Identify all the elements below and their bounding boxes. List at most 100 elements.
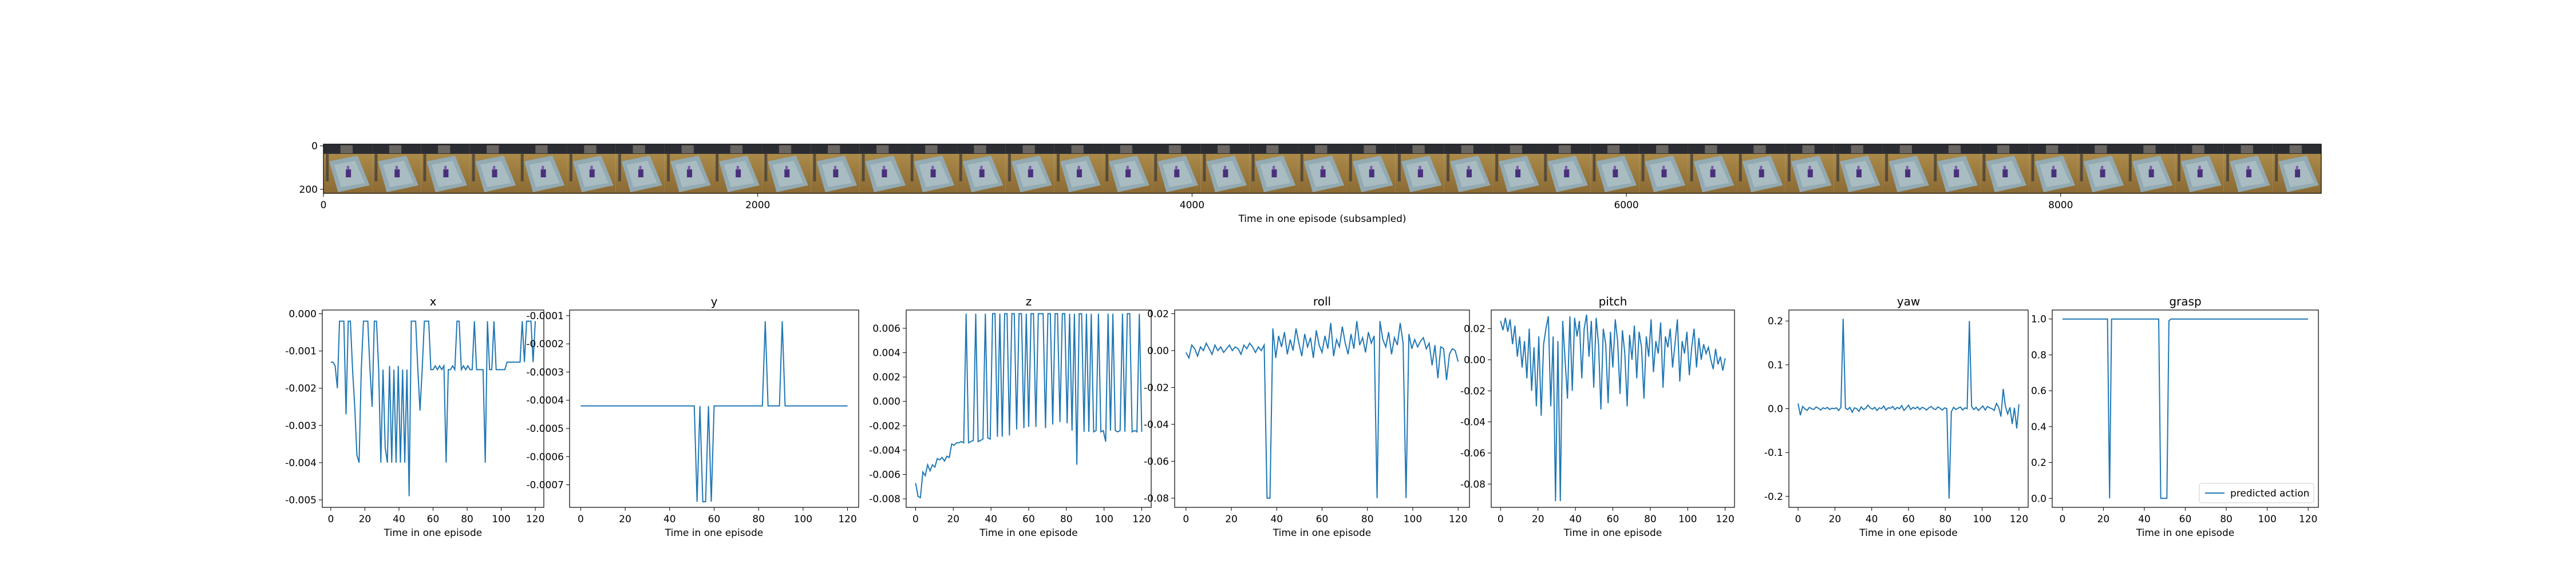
y-tick-label: 0.02 [1147, 308, 1169, 320]
filmstrip-frame [2029, 144, 2078, 193]
object [1223, 169, 1228, 177]
filmstrip-frame [1882, 144, 1932, 193]
robot-base [876, 145, 889, 153]
robot-base [1705, 145, 1717, 153]
y-tick-label: 0.0 [2031, 493, 2046, 505]
x-tick-label: 20 [359, 514, 372, 525]
y-tick-label: 0.000 [872, 396, 900, 408]
filmstrip-frame [1200, 144, 1250, 193]
filmstrip-frame [1444, 144, 1493, 193]
robot-base [1022, 145, 1035, 153]
x-tick-label: 60 [1316, 514, 1329, 525]
chart-z: 0 20 40 60 80 100 120 0.006 0.004 0.002 0.000 -0.00… [869, 295, 1152, 539]
x-tick-label: 100 [794, 514, 812, 525]
series-line [1500, 314, 1726, 502]
object-top [639, 166, 642, 170]
plot-frame [1491, 309, 1735, 508]
object [2051, 169, 2057, 177]
robot-base [1217, 145, 1230, 153]
x-tick-label: 120 [1132, 514, 1151, 525]
gripper-arm [1300, 153, 1303, 181]
object-top [346, 166, 349, 170]
filmstrip-x-tick-label: 0 [321, 200, 327, 211]
object [589, 169, 595, 177]
gripper-arm [520, 153, 524, 181]
object [346, 169, 351, 177]
object-top [688, 166, 690, 170]
y-tick-label: 0.00 [1147, 345, 1169, 357]
gripper-arm [2128, 153, 2132, 181]
y-tick-label: 0.8 [2031, 349, 2046, 361]
x-tick-label: 120 [2010, 514, 2028, 525]
filmstrip-frame-border [323, 144, 2322, 194]
object [1369, 169, 1374, 177]
gripper-arm [764, 153, 768, 181]
x-tick-label: 80 [1939, 514, 1951, 525]
chart-title: x [430, 295, 437, 308]
y-tick-label: -0.04 [1144, 419, 1169, 431]
robot-base [1802, 145, 1815, 153]
x-tick-label: 100 [1404, 514, 1422, 525]
y-tick-label: -0.0001 [526, 311, 564, 322]
object-top [883, 166, 886, 170]
gripper-arm [374, 153, 378, 181]
filmstrip-frame [1152, 144, 1201, 193]
object [1076, 169, 1082, 177]
object-top [1175, 166, 1178, 170]
gripper-arm [1105, 153, 1109, 181]
filmstrip-x-tick-label: 6000 [1614, 200, 1638, 211]
object [687, 169, 693, 177]
y-tick-label: 0.2 [2031, 458, 2046, 469]
chart-y: 0 20 40 60 80 100 120 -0.0001 -0.0002 -0.0003 -0.0… [526, 295, 859, 539]
robot-base [1899, 145, 1912, 153]
x-tick-label: 0 [1498, 514, 1504, 525]
robot-base [1997, 145, 2010, 153]
object [1856, 169, 1862, 177]
object [1661, 169, 1667, 177]
x-tick-label: 80 [752, 514, 765, 525]
object [833, 169, 839, 177]
gripper-arm [1982, 153, 1986, 181]
filmstrip-frame [1395, 144, 1444, 193]
robot-base [1168, 145, 1182, 153]
y-tick-label: -0.003 [285, 420, 317, 432]
object [2295, 169, 2301, 177]
robot-base [2241, 145, 2253, 153]
robot-base [828, 145, 840, 153]
object [930, 169, 936, 177]
gripper-arm [1836, 153, 1840, 181]
object-top [2004, 166, 2006, 170]
robot-base [1071, 145, 1084, 153]
filmstrip-frame [1492, 144, 1542, 193]
y-tick-label: -0.08 [1460, 479, 1485, 490]
filmstrip-frame [469, 144, 519, 193]
object-top [1516, 166, 1519, 170]
x-tick-label: 0 [1183, 514, 1189, 525]
x-axis-label: Time in one episode [1273, 527, 1371, 539]
filmstrip-frame [1639, 144, 1688, 193]
x-tick-label: 40 [2138, 514, 2151, 525]
filmstrip-frame [762, 144, 811, 193]
gripper-arm [1593, 153, 1596, 181]
chart-yaw: 0 20 40 60 80 100 120 0.2 0.1 0.0 -0.1 -0.2 yaw Time … [1764, 295, 2029, 539]
gripper-arm [1397, 153, 1401, 181]
x-tick-label: 100 [1095, 514, 1113, 525]
x-tick-label: 60 [1607, 514, 1619, 525]
object [2100, 169, 2105, 177]
y-tick-label: 0.4 [2031, 422, 2046, 433]
object [2197, 169, 2203, 177]
robot-base [487, 145, 499, 153]
robot-base [2289, 145, 2302, 153]
gripper-arm [2275, 153, 2278, 181]
robot-base [1948, 145, 1961, 153]
gripper-arm [1690, 153, 1693, 181]
object-top [1077, 166, 1080, 170]
chart-pitch: 0 20 40 60 80 100 120 0.02 0.00 -0.02 -0.04 -0.06 -0… [1460, 295, 1735, 539]
robot-base [535, 145, 548, 153]
robot-base [1315, 145, 1327, 153]
robot-base [1364, 145, 1376, 153]
x-tick-label: 40 [1866, 514, 1878, 525]
filmstrip-frame [518, 144, 567, 193]
